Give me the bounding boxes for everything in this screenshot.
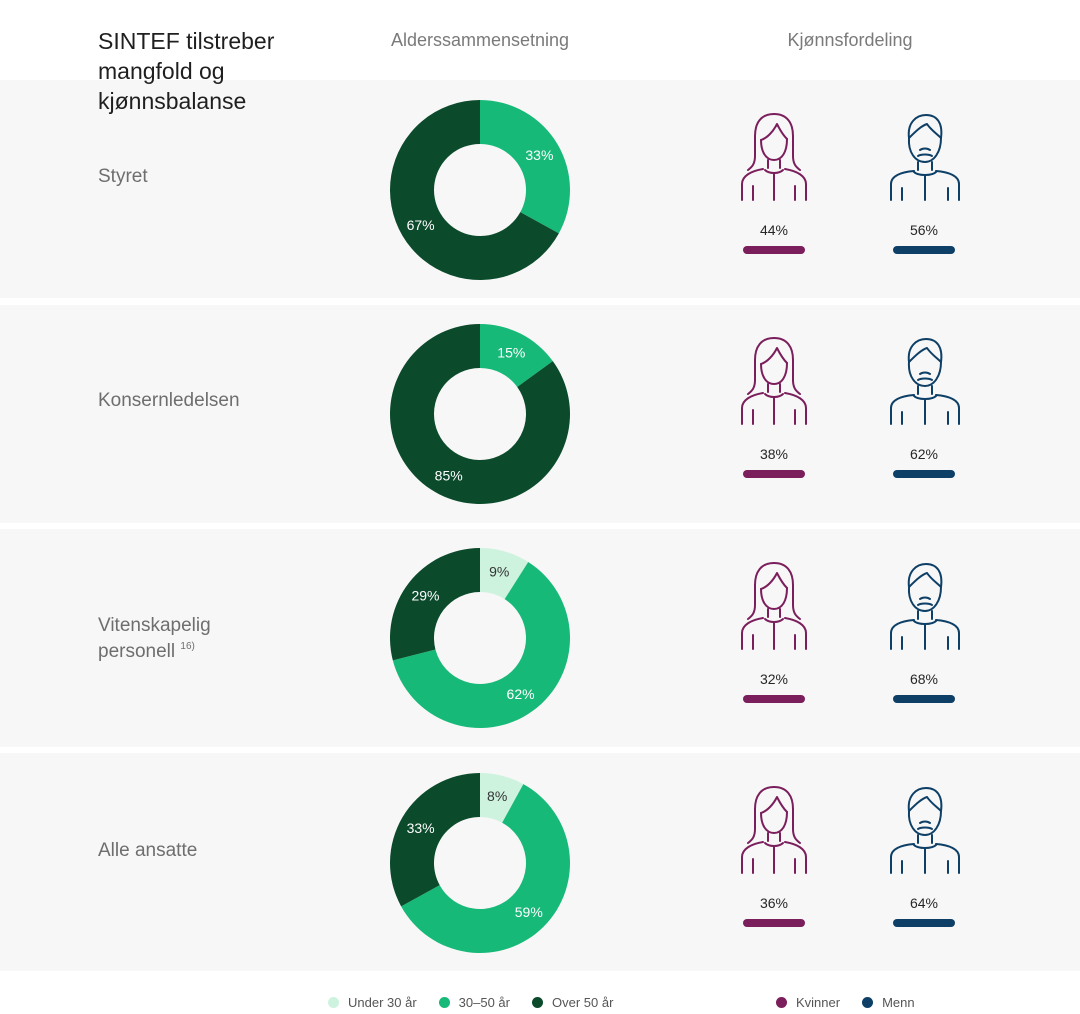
row-label-text: Konsernledelsen [98,390,240,411]
legend-item-menn: Menn [862,995,915,1010]
row-label-vitenskapelig: Vitenskapelig personell 16) [98,615,238,662]
legend-label: Menn [882,994,915,1010]
man-icon [887,112,961,202]
row-label-text: Alle ansatte [98,840,198,861]
donut-slice-30-50 [401,784,570,953]
legend-dot [438,996,450,1008]
legend-item-under30: Under 30 år [328,995,417,1010]
legend-label: Under 30 år [348,994,417,1010]
donut-label-under30: 8% [487,788,507,804]
woman-icon [737,561,811,651]
donut-label-30-50: 33% [525,147,553,163]
row-label-alle: Alle ansatte [98,840,348,861]
woman-icon [737,336,811,426]
gender-percentage-men: 68% [909,671,939,687]
woman-icon [737,785,811,875]
gender-bar-men [893,246,955,254]
donut-label-over50: 33% [407,820,435,836]
legend-label: 30–50 år [458,994,510,1010]
gender-percentage-men: 64% [909,895,939,911]
donut-slice-over50 [390,324,570,504]
donut-slice-30-50 [480,324,553,387]
legend-item-30-50: 30–50 år [438,994,510,1010]
gender-bar-women [743,246,805,254]
donut-label-over50: 85% [435,467,463,483]
gender-bar-men [893,470,955,478]
age-donut-konsernledelsen: 15% 85% [390,324,570,504]
age-donut-alle: 8% 59% 33% [390,773,570,953]
legend-item-over50: Over 50 år [531,994,614,1010]
row-label-text: Styret [98,166,148,187]
age-donut-vitenskapelig: 9% 62% 29% [390,548,570,728]
donut-slice-30-50 [480,100,570,234]
gender-bar-women [743,919,805,927]
legend-item-kvinner: Kvinner [776,995,840,1010]
footnote-marker: 16) [180,641,195,652]
gender-percentage-women: 32% [759,671,789,687]
donut-slice-30-50 [392,562,570,728]
gender-bar-men [893,919,955,927]
legend-dot [328,996,339,1008]
gender-percentage-women: 38% [759,446,789,462]
man-icon [887,785,961,875]
row-label-styret: Styret [98,166,348,187]
gender-percentage-women: 44% [759,222,789,238]
gender-bar-women [743,470,805,478]
donut-slice-under30 [480,548,529,600]
donut-slice-over50 [390,100,559,280]
donut-label-30-50: 59% [515,904,543,920]
gender-bar-women [743,695,805,703]
age-donut-styret: 33% 67% [390,100,570,280]
gender-percentage-women: 36% [759,895,789,911]
legend-dot [531,996,543,1008]
donut-label-over50: 67% [407,217,435,233]
donut-slice-over50 [390,548,480,661]
legend-label: Kvinner [796,994,841,1010]
age-heading: Alderssammensetning [390,30,570,50]
row-label-text: Vitenskapelig personell [98,615,211,662]
woman-icon [737,112,811,202]
donut-label-30-50: 62% [507,686,535,702]
donut-label-30-50: 15% [497,345,525,361]
donut-label-under30: 9% [489,564,509,580]
donut-slice-over50 [390,773,480,907]
gender-heading: Kjønnsfordeling [787,30,913,50]
man-icon [887,336,961,426]
gender-percentage-men: 62% [909,446,939,462]
gender-bar-men [893,695,955,703]
man-icon [887,561,961,651]
gender-percentage-men: 56% [909,222,939,238]
age-legend: Under 30 år 30–50 år Over 50 år [328,992,635,1012]
legend-label: Over 50 år [551,994,614,1010]
donut-label-over50: 29% [411,588,439,604]
gender-legend: Kvinner Menn [776,992,937,1012]
row-label-konsernledelsen: Konsernledelsen [98,390,348,411]
legend-dot [776,996,787,1008]
legend-dot [862,996,874,1008]
donut-slice-under30 [480,773,524,823]
page-title: SINTEF tilstreber mangfold og kjønnsbala… [98,28,275,114]
